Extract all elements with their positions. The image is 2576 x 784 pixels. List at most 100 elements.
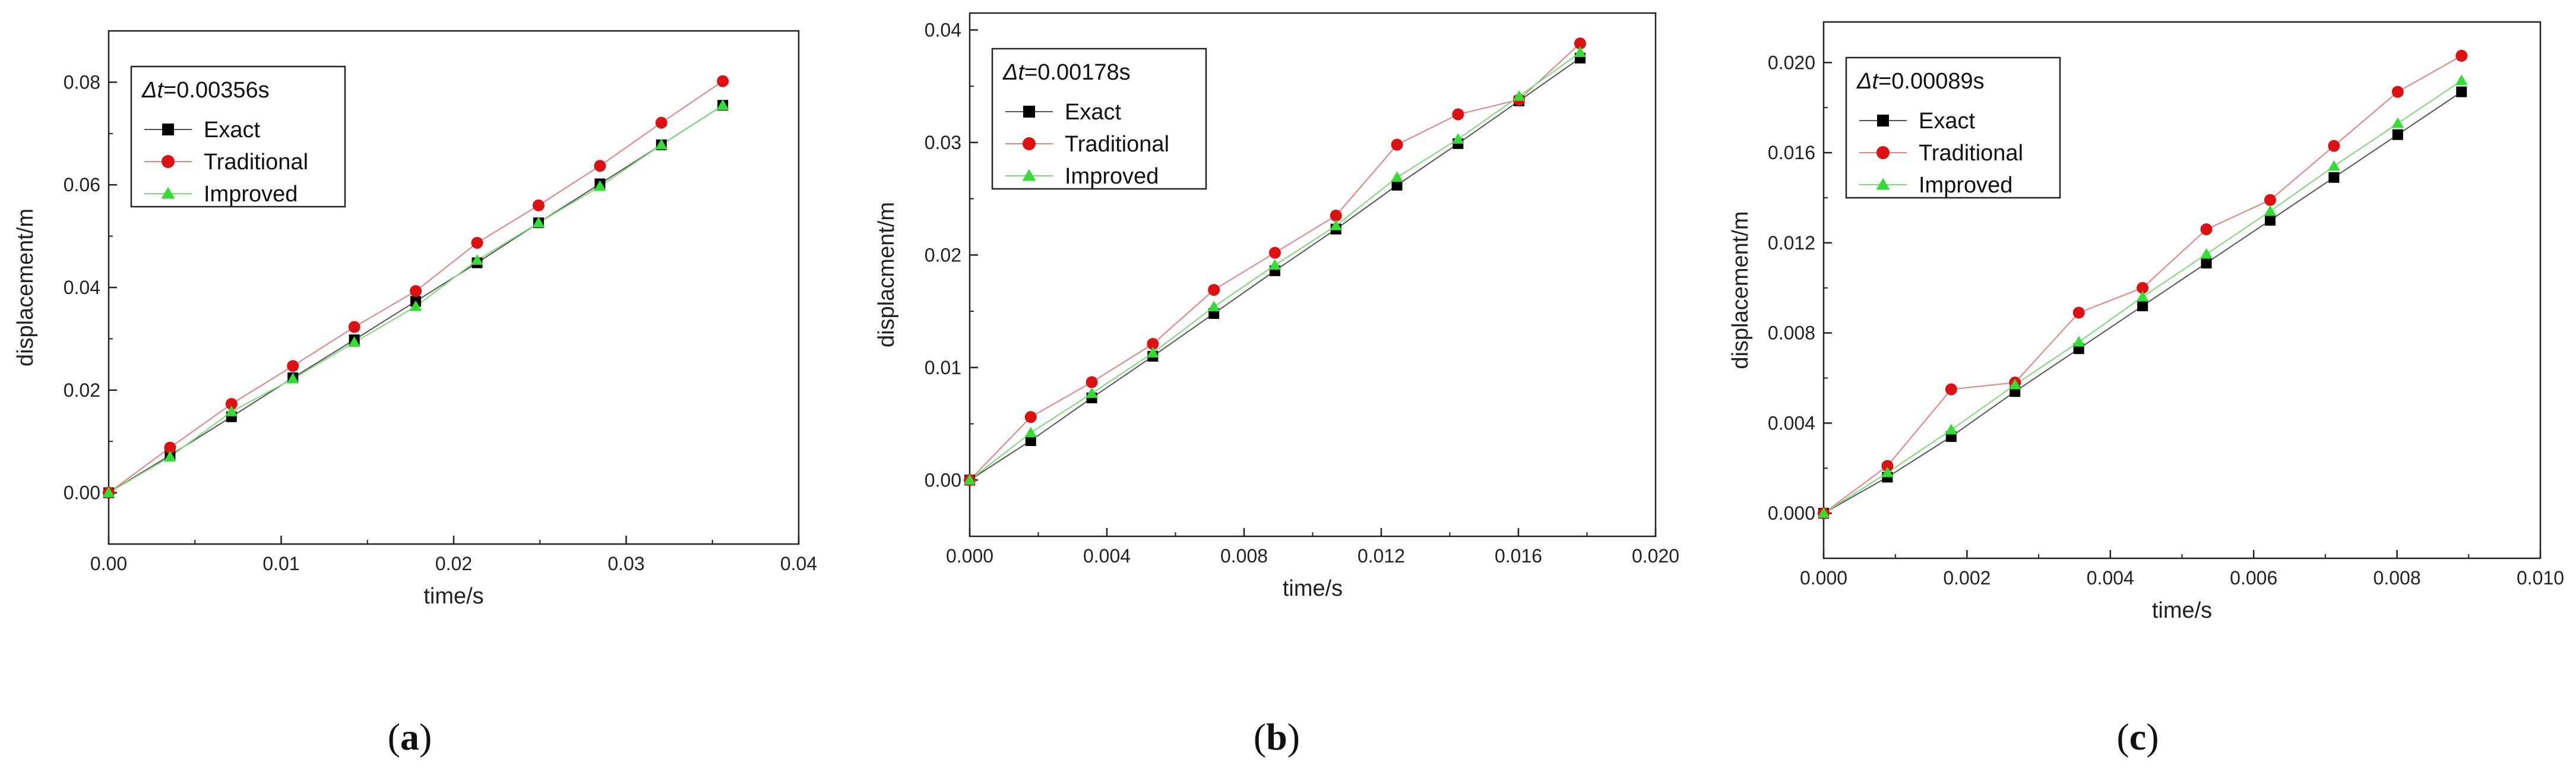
data-point-improved: [1330, 219, 1343, 230]
legend-box: [1845, 56, 2061, 199]
x-axis-label: time/s: [2152, 598, 2212, 623]
data-point-improved: [1817, 507, 1830, 518]
legend-label-improved: Improved: [204, 182, 298, 207]
data-point-traditional: [2072, 306, 2085, 319]
caption-close-paren: ): [2146, 716, 2159, 758]
data-point-traditional: [2328, 140, 2340, 152]
caption-open-paren: (: [388, 716, 400, 758]
data-point-traditional: [1391, 138, 1403, 151]
legend-marker-exact: [1877, 115, 1889, 127]
data-point-improved: [1512, 90, 1526, 101]
legend-marker-traditional: [1876, 146, 1890, 159]
data-point-exact: [2264, 214, 2276, 226]
y-tick-label: 0.008: [1768, 323, 1815, 344]
y-tick-label: 0.01: [925, 357, 961, 378]
legend-label-exact: Exact: [1065, 100, 1121, 125]
caption-open-paren: (: [1254, 716, 1266, 758]
y-tick-label: 0.08: [64, 71, 100, 93]
legend-box: [130, 65, 346, 208]
legend-title-prefix: Δt: [1856, 69, 1879, 94]
data-point-traditional: [2200, 223, 2213, 236]
x-tick-label: 0.016: [1495, 545, 1542, 567]
legend-title: Δt=0.00089s: [1856, 69, 1985, 94]
x-tick-label: 0.012: [1357, 545, 1405, 567]
data-point-exact: [1391, 179, 1403, 191]
y-tick-label: 0.00: [925, 469, 961, 491]
legend: Δt=0.00178s Exact Traditional Improved: [991, 48, 1207, 190]
data-point-traditional: [1574, 37, 1586, 50]
data-point-traditional: [1330, 210, 1342, 222]
data-point-traditional: [164, 441, 176, 454]
caption-letter: c: [2129, 716, 2146, 758]
data-point-improved: [286, 372, 299, 384]
data-point-traditional: [1086, 376, 1098, 388]
data-point-improved: [1574, 46, 1587, 58]
series-markers-improved: [963, 46, 1587, 485]
data-point-improved: [471, 254, 483, 265]
data-point-improved: [2008, 378, 2021, 390]
data-point-traditional: [225, 398, 238, 410]
data-point-traditional: [348, 321, 360, 333]
legend-label-improved: Improved: [1919, 173, 2012, 198]
caption-open-paren: (: [2116, 716, 2129, 758]
data-point-traditional: [1945, 383, 1957, 396]
data-point-improved: [1945, 423, 1958, 435]
legend-label-exact: Exact: [1919, 109, 1975, 134]
legend-title-value: =0.00178s: [1024, 60, 1131, 85]
data-point-improved: [1452, 132, 1464, 144]
data-point-improved: [1147, 346, 1159, 358]
y-tick-label: 0.03: [925, 132, 961, 153]
legend-title-value: =0.00356s: [163, 78, 270, 103]
y-tick-label: 0.00: [64, 482, 100, 504]
y-tick-label: 0.02: [925, 244, 961, 265]
data-point-exact: [2137, 301, 2148, 312]
data-point-exact: [1025, 435, 1036, 446]
y-tick-label: 0.012: [1768, 232, 1815, 254]
legend-marker-exact: [1023, 106, 1035, 118]
data-point-improved: [593, 180, 606, 191]
x-tick-label: 0.008: [2374, 567, 2421, 589]
data-point-improved: [2391, 117, 2404, 128]
legend-label-improved: Improved: [1065, 164, 1159, 189]
data-point-traditional: [2264, 194, 2276, 206]
caption-letter: b: [1266, 716, 1287, 758]
y-tick-label: 0.020: [1768, 52, 1815, 73]
x-tick-label: 0.004: [1083, 545, 1131, 567]
data-point-improved: [2136, 290, 2149, 302]
data-point-improved: [2264, 205, 2277, 216]
data-point-traditional: [471, 236, 483, 249]
data-point-improved: [409, 300, 422, 311]
x-tick-label: 0.02: [435, 553, 472, 574]
legend: Δt=0.00356s Exact Traditional Improved: [130, 65, 346, 208]
data-point-improved: [655, 138, 668, 150]
legend-label-traditional: Traditional: [204, 150, 308, 175]
legend-title: Δt=0.00178s: [1002, 60, 1131, 85]
y-tick-label: 0.004: [1768, 412, 1815, 434]
x-tick-label: 0.020: [1632, 545, 1679, 567]
data-point-improved: [2328, 160, 2340, 171]
data-point-improved: [164, 450, 176, 461]
legend-marker-improved: [161, 186, 175, 199]
chart-panel-c: 0.000 0.002 0.004 0.006 0.008 0.010 0.000 0.004…: [1728, 21, 2564, 758]
data-point-improved: [716, 99, 729, 110]
panel-caption: (a): [388, 716, 432, 758]
data-point-traditional: [1208, 284, 1220, 296]
data-point-improved: [963, 474, 976, 485]
y-axis-label: displacement/m: [1728, 211, 1753, 369]
data-point-traditional: [717, 75, 729, 87]
legend-marker-traditional: [162, 155, 175, 168]
x-tick-label: 0.004: [2087, 567, 2134, 589]
caption-letter: a: [400, 716, 419, 758]
caption-close-paren: ): [1287, 716, 1300, 758]
data-point-improved: [1024, 426, 1037, 438]
data-point-traditional: [2391, 86, 2404, 98]
data-point-improved: [1391, 171, 1403, 182]
data-point-traditional: [655, 116, 667, 129]
data-point-improved: [1881, 466, 1894, 478]
x-tick-label: 0.01: [262, 553, 299, 574]
data-point-exact: [2392, 129, 2403, 140]
x-tick-label: 0.00: [90, 553, 127, 574]
data-point-improved: [2072, 336, 2086, 347]
data-point-improved: [532, 216, 545, 227]
